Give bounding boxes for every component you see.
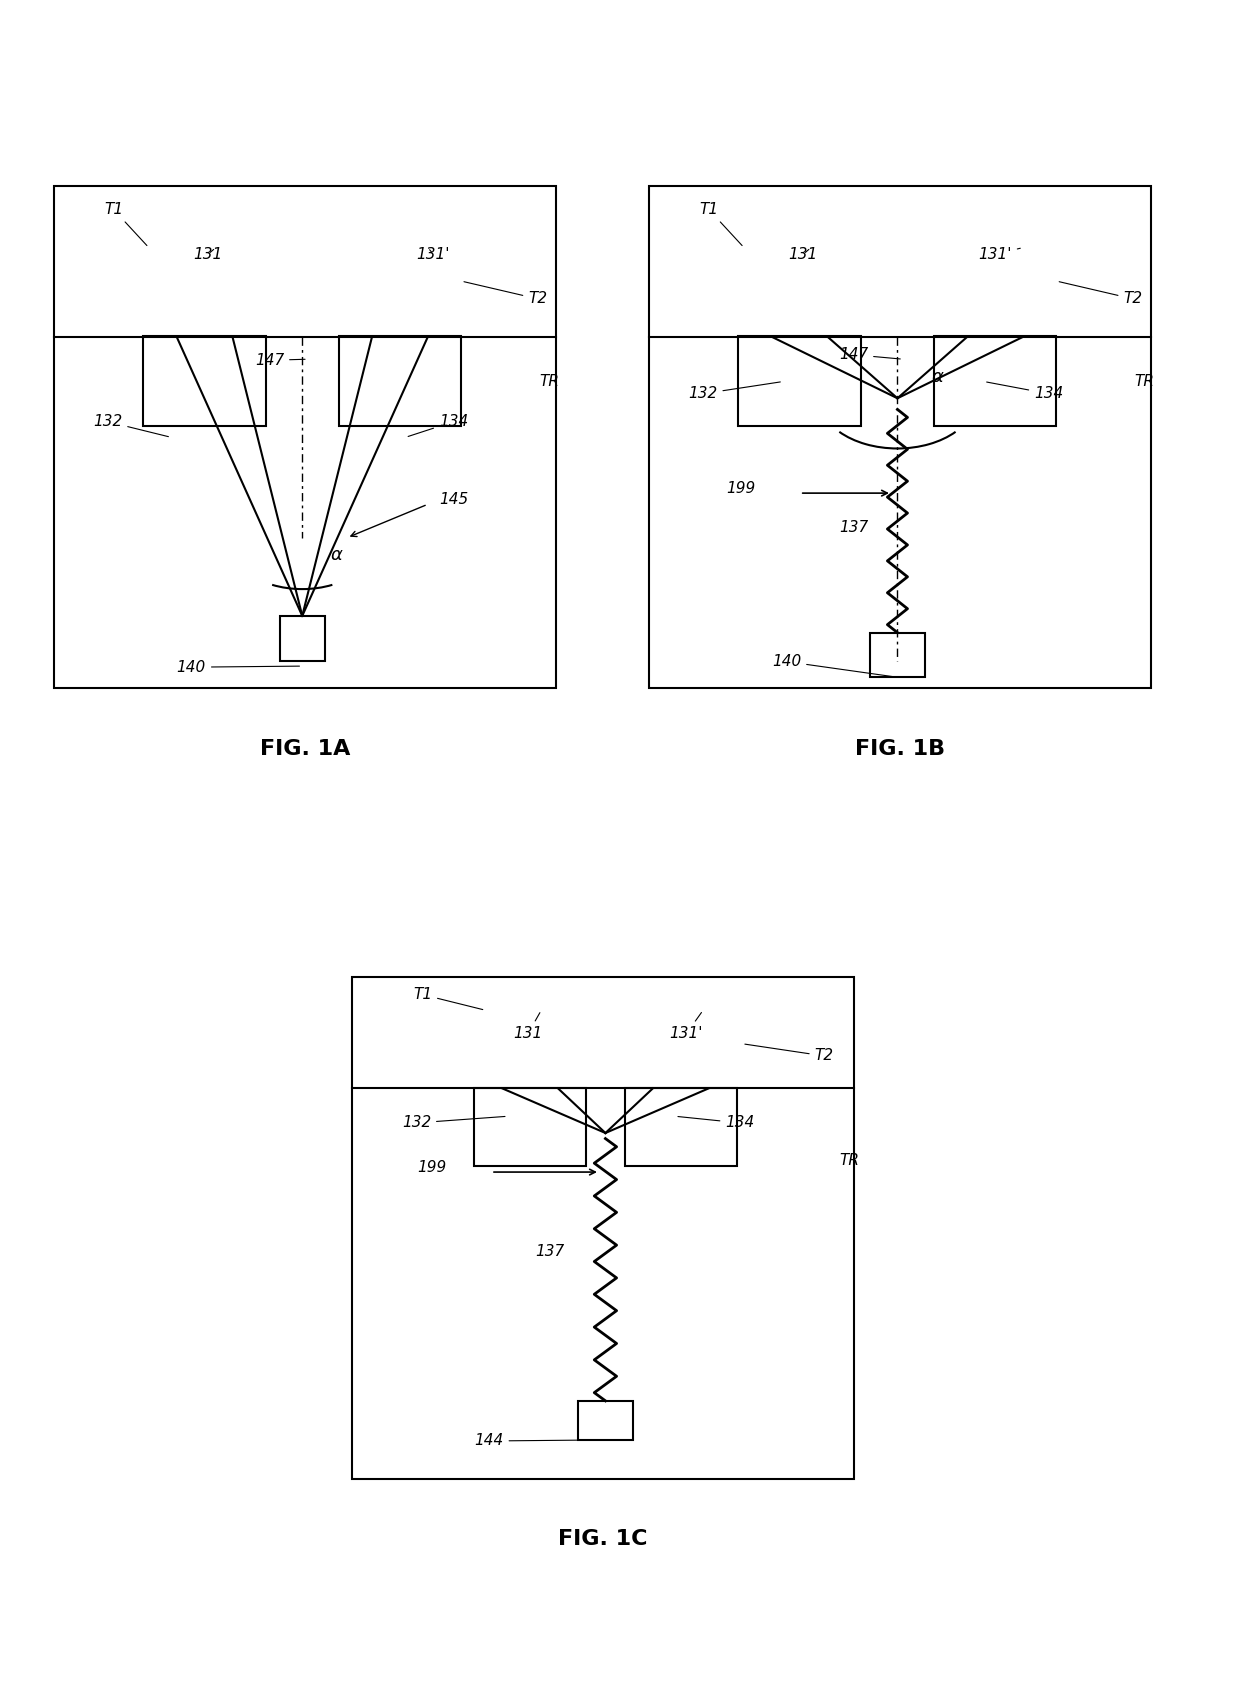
Text: $\alpha$: $\alpha$ [330, 547, 343, 563]
Text: 147: 147 [838, 346, 900, 362]
Text: TR: TR [839, 1154, 859, 1169]
Text: T2: T2 [745, 1045, 833, 1063]
Text: T2: T2 [1059, 281, 1142, 306]
Text: 144: 144 [474, 1433, 603, 1448]
Text: T2: T2 [464, 281, 547, 306]
Bar [869, 632, 925, 678]
Text: 131': 131' [670, 1013, 703, 1041]
Text: 140: 140 [771, 654, 895, 676]
Text: 134: 134 [678, 1115, 755, 1130]
Bar [280, 616, 325, 661]
Text: 131: 131 [193, 247, 223, 262]
Text: 199: 199 [725, 481, 755, 496]
Text: 132: 132 [688, 382, 780, 402]
Text: 137: 137 [536, 1243, 565, 1258]
Text: TR: TR [1135, 373, 1154, 389]
Text: 131': 131' [978, 247, 1021, 262]
Text: 137: 137 [838, 520, 868, 535]
Text: 134: 134 [987, 382, 1064, 402]
Bar [143, 336, 265, 426]
Bar [339, 336, 461, 426]
Text: FIG. 1C: FIG. 1C [558, 1529, 647, 1549]
Text: FIG. 1A: FIG. 1A [260, 738, 350, 759]
Text: T1: T1 [104, 202, 146, 246]
Bar [934, 336, 1056, 426]
Text: 134: 134 [408, 414, 469, 436]
Bar [474, 1088, 585, 1166]
Bar [578, 1401, 634, 1440]
Text: 147: 147 [254, 353, 305, 368]
Text: T1: T1 [413, 987, 482, 1009]
Bar [738, 336, 861, 426]
Text: 131: 131 [513, 1013, 543, 1041]
Bar [625, 1088, 737, 1166]
Text: FIG. 1B: FIG. 1B [856, 738, 945, 759]
Text: TR: TR [539, 373, 559, 389]
Text: 131: 131 [789, 247, 818, 262]
Text: T1: T1 [699, 202, 742, 246]
Text: 140: 140 [176, 659, 300, 674]
Text: $\alpha$: $\alpha$ [931, 368, 945, 385]
Text: 132: 132 [402, 1115, 505, 1130]
Text: 199: 199 [417, 1161, 446, 1176]
Text: 132: 132 [93, 414, 169, 437]
Text: 145: 145 [439, 493, 469, 508]
Text: 131': 131' [417, 247, 450, 262]
